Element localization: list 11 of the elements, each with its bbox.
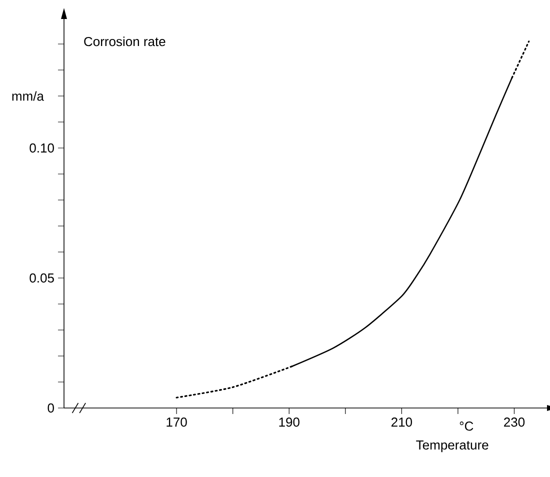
y-tick-label: 0 bbox=[48, 403, 54, 413]
x-tick-label: 230 bbox=[504, 418, 525, 427]
text: °C bbox=[460, 422, 474, 431]
y-axis-title: Corrosion rate bbox=[84, 36, 166, 46]
x-axis-title: Temperature bbox=[416, 440, 488, 452]
x-tick-label: 190 bbox=[279, 418, 300, 427]
x-tick-label: 210 bbox=[391, 418, 412, 427]
x-tick-label: 170 bbox=[166, 418, 187, 427]
text: mm/a bbox=[12, 91, 44, 101]
y-tick-label: 0.05 bbox=[30, 273, 54, 283]
y-tick-label: 0.10 bbox=[30, 143, 54, 153]
